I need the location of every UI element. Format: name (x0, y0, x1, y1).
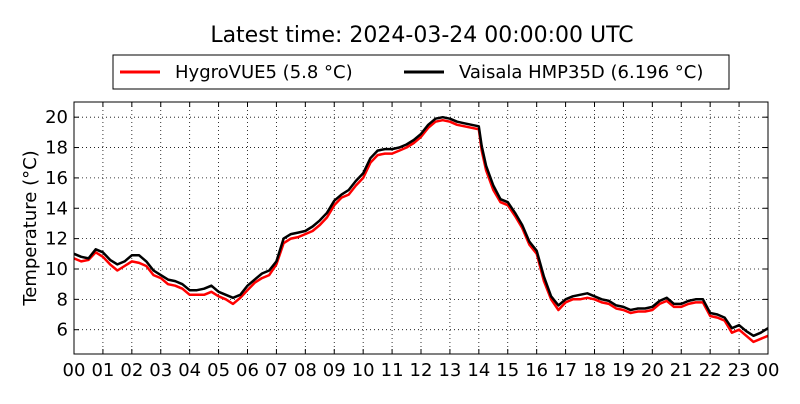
y-axis-ticks: 6 8 10 12 14 16 18 20 (45, 107, 768, 341)
x-tick-label: 23 (728, 360, 751, 381)
chart-series-group (73, 115, 769, 344)
x-tick-label: 09 (323, 360, 346, 381)
y-tick-label: 12 (45, 229, 68, 250)
x-tick-label: 00 (63, 360, 86, 381)
series-line-vaisala (73, 115, 769, 338)
series-line-hygrovue5 (73, 118, 769, 344)
x-tick-label: 22 (699, 360, 722, 381)
x-tick-label: 12 (410, 360, 433, 381)
y-tick-label: 10 (45, 259, 68, 280)
x-axis-ticks: 00 01 02 03 04 05 06 07 08 09 10 11 12 13 14 15 16 17 18 19… (63, 102, 780, 381)
y-tick-label: 20 (45, 107, 68, 128)
y-axis-label: Temperature (°C) (20, 150, 41, 306)
legend-label-hygrovue5[interactable]: HygroVUE5 (5.8 °C) (175, 62, 353, 83)
x-tick-label: 14 (467, 360, 490, 381)
x-tick-label: 21 (670, 360, 693, 381)
chart-legend[interactable]: HygroVUE5 (5.8 °C) Vaisala HMP35D (6.196… (112, 54, 730, 90)
y-tick-label: 6 (57, 320, 68, 341)
x-tick-label: 06 (236, 360, 259, 381)
x-tick-label: 05 (207, 360, 230, 381)
x-tick-label: 01 (91, 360, 114, 381)
x-tick-label: 16 (525, 360, 548, 381)
x-tick-label: 18 (583, 360, 606, 381)
x-tick-label: 07 (265, 360, 288, 381)
x-tick-label: 19 (612, 360, 635, 381)
y-tick-label: 8 (57, 289, 68, 310)
x-tick-label: 11 (381, 360, 404, 381)
x-tick-label: 08 (294, 360, 317, 381)
x-tick-label: 04 (178, 360, 201, 381)
x-tick-label: 20 (641, 360, 664, 381)
x-tick-label: 17 (554, 360, 577, 381)
chart-title: Latest time: 2024-03-24 00:00:00 UTC (210, 23, 633, 48)
y-tick-label: 14 (45, 198, 68, 219)
x-tick-label: 03 (149, 360, 172, 381)
x-tick-label: 10 (352, 360, 375, 381)
x-tick-label: 13 (438, 360, 461, 381)
y-tick-label: 16 (45, 168, 68, 189)
x-tick-label: 15 (496, 360, 519, 381)
x-tick-label: 00 (757, 360, 780, 381)
y-tick-label: 18 (45, 138, 68, 159)
legend-label-vaisala[interactable]: Vaisala HMP35D (6.196 °C) (459, 62, 703, 83)
x-tick-label: 02 (120, 360, 143, 381)
